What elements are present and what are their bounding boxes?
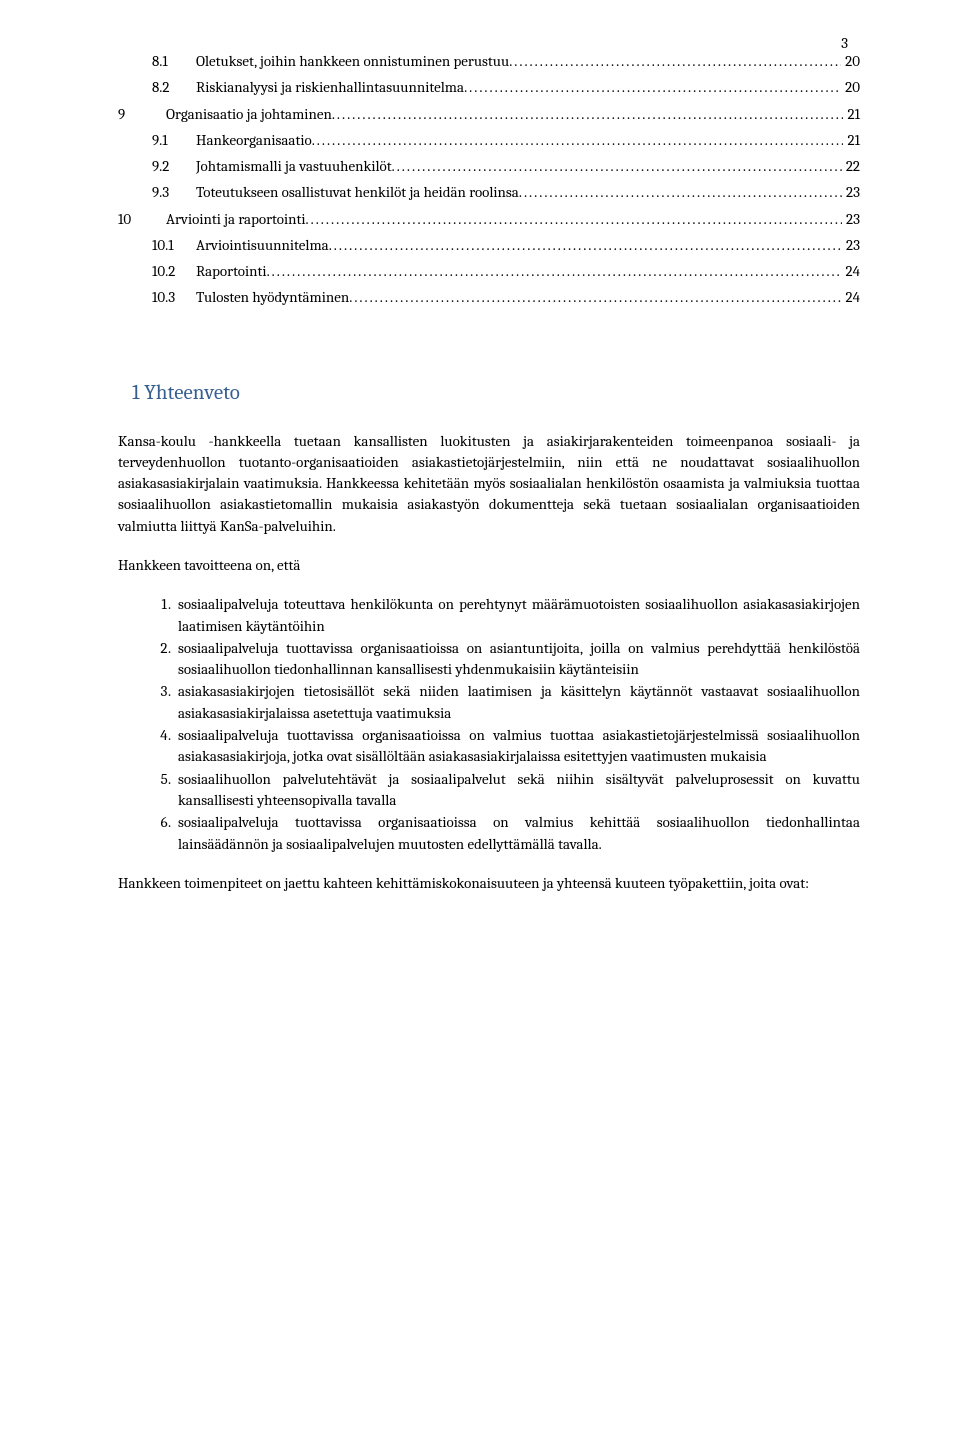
toc-page: 24 (842, 258, 860, 284)
toc-number: 10.2 (152, 258, 196, 284)
toc-page: 23 (842, 232, 860, 258)
toc-number: 10.3 (152, 284, 196, 310)
paragraph-workpackages: Hankkeen toimenpiteet on jaettu kahteen … (118, 873, 860, 894)
toc-entry: 10.3Tulosten hyödyntäminen 24 (118, 284, 860, 310)
toc-leader (312, 127, 844, 153)
toc-page: 24 (842, 284, 860, 310)
toc-entry: 9.2Johtamismalli ja vastuuhenkilöt 22 (118, 153, 860, 179)
toc-entry: 10.2Raportointi 24 (118, 258, 860, 284)
objective-item: sosiaalipalveluja tuottavissa organisaat… (174, 812, 860, 855)
table-of-contents: 8.1Oletukset, joihin hankkeen onnistumin… (118, 48, 860, 311)
toc-title: Organisaatio ja johtaminen (166, 101, 332, 127)
toc-number: 8.1 (152, 48, 196, 74)
toc-entry: 9Organisaatio ja johtaminen 21 (118, 101, 860, 127)
toc-number: 8.2 (152, 74, 196, 100)
paragraph-objectives-lead: Hankkeen tavoitteena on, että (118, 555, 860, 576)
toc-entry: 10Arviointi ja raportointi 23 (118, 206, 860, 232)
objective-item: asiakasasiakirjojen tietosisällöt sekä n… (174, 681, 860, 724)
toc-title: Tulosten hyödyntäminen (196, 284, 349, 310)
toc-title: Riskianalyysi ja riskienhallintasuunnite… (196, 74, 464, 100)
toc-leader (306, 206, 842, 232)
toc-title: Oletukset, joihin hankkeen onnistuminen … (196, 48, 509, 74)
toc-leader (329, 232, 842, 258)
objective-item: sosiaalipalveluja tuottavissa organisaat… (174, 725, 860, 768)
toc-entry: 9.1Hankeorganisaatio 21 (118, 127, 860, 153)
toc-page: 22 (842, 153, 860, 179)
toc-leader (392, 153, 842, 179)
toc-leader (332, 101, 844, 127)
toc-title: Hankeorganisaatio (196, 127, 312, 153)
toc-entry: 8.2Riskianalyysi ja riskienhallintasuunn… (118, 74, 860, 100)
objective-item: sosiaalipalveluja toteuttava henkilökunt… (174, 594, 860, 637)
toc-title: Toteutukseen osallistuvat henkilöt ja he… (196, 179, 519, 205)
objective-item: sosiaalipalveluja tuottavissa organisaat… (174, 638, 860, 681)
toc-number: 9.2 (152, 153, 196, 179)
toc-number: 9.3 (152, 179, 196, 205)
toc-leader (464, 74, 841, 100)
page-number: 3 (841, 34, 848, 52)
toc-entry: 10.1Arviointisuunnitelma 23 (118, 232, 860, 258)
toc-number: 9.1 (152, 127, 196, 153)
toc-page: 20 (841, 74, 860, 100)
paragraph-intro: Kansa-koulu -hankkeella tuetaan kansalli… (118, 431, 860, 537)
section-heading: 1 Yhteenveto (132, 381, 860, 405)
toc-page: 23 (842, 179, 860, 205)
toc-number: 9 (118, 101, 166, 127)
toc-title: Arviointisuunnitelma (196, 232, 329, 258)
toc-leader (509, 48, 841, 74)
toc-leader (519, 179, 842, 205)
toc-leader (267, 258, 842, 284)
toc-entry: 8.1Oletukset, joihin hankkeen onnistumin… (118, 48, 860, 74)
toc-leader (349, 284, 841, 310)
toc-title: Johtamismalli ja vastuuhenkilöt (196, 153, 392, 179)
toc-title: Arviointi ja raportointi (166, 206, 306, 232)
toc-entry: 9.3Toteutukseen osallistuvat henkilöt ja… (118, 179, 860, 205)
toc-page: 21 (843, 101, 860, 127)
toc-number: 10.1 (152, 232, 196, 258)
toc-number: 10 (118, 206, 166, 232)
toc-title: Raportointi (196, 258, 267, 284)
objective-item: sosiaalihuollon palvelutehtävät ja sosia… (174, 769, 860, 812)
toc-page: 21 (843, 127, 860, 153)
objectives-list: sosiaalipalveluja toteuttava henkilökunt… (118, 594, 860, 855)
toc-page: 23 (842, 206, 860, 232)
